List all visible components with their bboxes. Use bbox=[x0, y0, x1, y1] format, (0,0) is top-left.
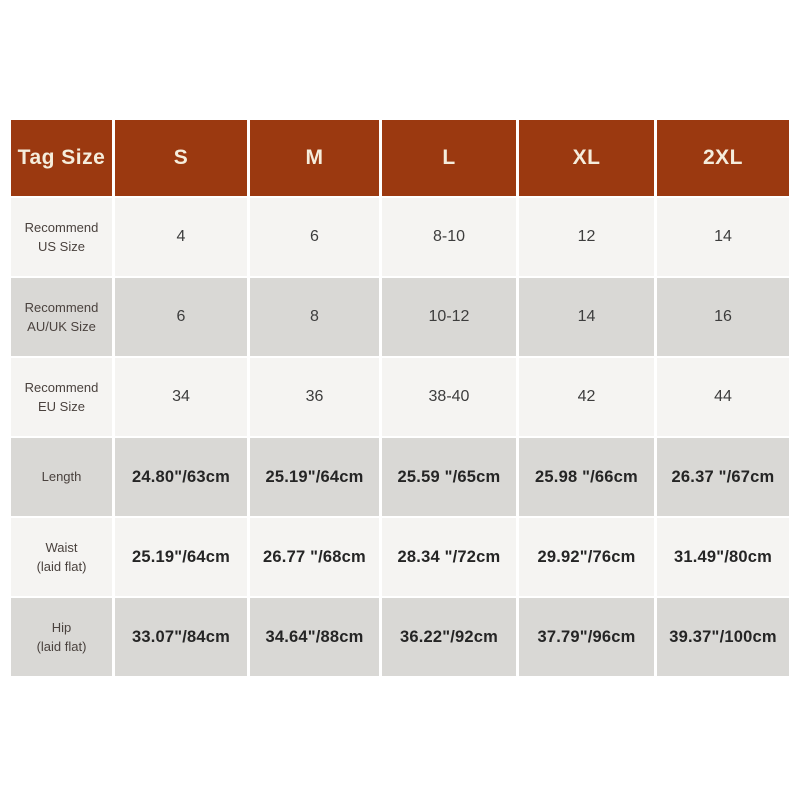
cell-length-s: 24.80"/63cm bbox=[115, 438, 247, 516]
row-hip: Hip (laid flat) 33.07"/84cm 34.64"/88cm … bbox=[11, 598, 789, 676]
row-length: Length 24.80"/63cm 25.19"/64cm 25.59 "/6… bbox=[11, 438, 789, 516]
row-label-line: Recommend bbox=[24, 379, 99, 395]
row-label-length: Length bbox=[11, 438, 112, 516]
cell-auuk-m: 8 bbox=[250, 278, 379, 356]
cell-auuk-s: 6 bbox=[115, 278, 247, 356]
row-label-line: Length bbox=[41, 469, 82, 485]
row-label-line: EU Size bbox=[38, 399, 85, 414]
cell-auuk-xl: 14 bbox=[519, 278, 654, 356]
cell-auuk-l: 10-12 bbox=[382, 278, 516, 356]
cell-us-m: 6 bbox=[250, 198, 379, 276]
cell-hip-2xl: 39.37"/100cm bbox=[657, 598, 789, 676]
cell-us-s: 4 bbox=[115, 198, 247, 276]
row-auuk-size: Recommend AU/UK Size 6 8 10-12 14 16 bbox=[11, 278, 789, 356]
row-label-line: Waist bbox=[45, 539, 78, 555]
cell-waist-2xl: 31.49"/80cm bbox=[657, 518, 789, 596]
cell-eu-xl: 42 bbox=[519, 358, 654, 436]
cell-eu-l: 38-40 bbox=[382, 358, 516, 436]
cell-length-xl: 25.98 "/66cm bbox=[519, 438, 654, 516]
cell-eu-2xl: 44 bbox=[657, 358, 789, 436]
column-header-m: M bbox=[250, 120, 379, 196]
cell-hip-m: 34.64"/88cm bbox=[250, 598, 379, 676]
cell-length-l: 25.59 "/65cm bbox=[382, 438, 516, 516]
column-header-s: S bbox=[115, 120, 247, 196]
row-label-hip: Hip (laid flat) bbox=[11, 598, 112, 676]
cell-us-l: 8-10 bbox=[382, 198, 516, 276]
row-label-line: (laid flat) bbox=[36, 639, 87, 654]
row-label-eu-size: Recommend EU Size bbox=[11, 358, 112, 436]
cell-eu-m: 36 bbox=[250, 358, 379, 436]
cell-length-2xl: 26.37 "/67cm bbox=[657, 438, 789, 516]
cell-hip-s: 33.07"/84cm bbox=[115, 598, 247, 676]
cell-waist-m: 26.77 "/68cm bbox=[250, 518, 379, 596]
row-label-line: Hip bbox=[51, 619, 72, 635]
cell-length-m: 25.19"/64cm bbox=[250, 438, 379, 516]
size-chart: Tag Size S M L XL 2XL Recommend US Size … bbox=[8, 118, 792, 678]
row-us-size: Recommend US Size 4 6 8-10 12 14 bbox=[11, 198, 789, 276]
row-label-line: (laid flat) bbox=[36, 559, 87, 574]
row-label-line: US Size bbox=[38, 239, 85, 254]
row-label-us-size: Recommend US Size bbox=[11, 198, 112, 276]
row-label-line: AU/UK Size bbox=[27, 319, 96, 334]
row-label-waist: Waist (laid flat) bbox=[11, 518, 112, 596]
cell-waist-s: 25.19"/64cm bbox=[115, 518, 247, 596]
column-header-l: L bbox=[382, 120, 516, 196]
corner-header-tag-size: Tag Size bbox=[11, 120, 112, 196]
column-header-xl: XL bbox=[519, 120, 654, 196]
cell-waist-xl: 29.92"/76cm bbox=[519, 518, 654, 596]
row-label-auuk-size: Recommend AU/UK Size bbox=[11, 278, 112, 356]
row-label-line: Recommend bbox=[24, 299, 99, 315]
cell-auuk-2xl: 16 bbox=[657, 278, 789, 356]
row-label-line: Recommend bbox=[24, 219, 99, 235]
cell-us-2xl: 14 bbox=[657, 198, 789, 276]
cell-eu-s: 34 bbox=[115, 358, 247, 436]
column-header-2xl: 2XL bbox=[657, 120, 789, 196]
cell-us-xl: 12 bbox=[519, 198, 654, 276]
header-row: Tag Size S M L XL 2XL bbox=[11, 120, 789, 196]
cell-hip-xl: 37.79"/96cm bbox=[519, 598, 654, 676]
size-table: Tag Size S M L XL 2XL Recommend US Size … bbox=[8, 118, 792, 678]
row-waist: Waist (laid flat) 25.19"/64cm 26.77 "/68… bbox=[11, 518, 789, 596]
cell-waist-l: 28.34 "/72cm bbox=[382, 518, 516, 596]
row-eu-size: Recommend EU Size 34 36 38-40 42 44 bbox=[11, 358, 789, 436]
cell-hip-l: 36.22"/92cm bbox=[382, 598, 516, 676]
